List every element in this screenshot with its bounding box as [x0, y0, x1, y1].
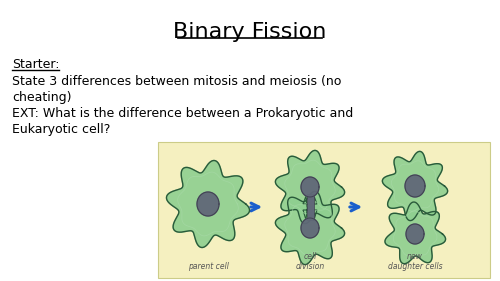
Polygon shape — [385, 202, 446, 264]
Polygon shape — [301, 177, 319, 197]
Text: Eukaryotic cell?: Eukaryotic cell? — [12, 123, 110, 136]
Polygon shape — [406, 224, 424, 244]
Polygon shape — [405, 175, 425, 197]
Polygon shape — [276, 191, 344, 265]
Text: EXT: What is the difference between a Prokaryotic and: EXT: What is the difference between a Pr… — [12, 107, 353, 120]
Polygon shape — [197, 192, 219, 216]
Polygon shape — [303, 196, 317, 220]
Polygon shape — [166, 160, 250, 248]
Polygon shape — [276, 150, 344, 224]
Text: new
daughter cells: new daughter cells — [388, 251, 442, 271]
Text: cell
division: cell division — [296, 251, 324, 271]
Polygon shape — [303, 207, 317, 208]
Polygon shape — [301, 218, 319, 238]
Text: cheating): cheating) — [12, 91, 72, 104]
Bar — [158, 142, 490, 278]
Text: parent cell: parent cell — [188, 262, 228, 271]
Polygon shape — [306, 194, 314, 220]
Text: State 3 differences between mitosis and meiosis (no: State 3 differences between mitosis and … — [12, 75, 342, 88]
Text: Binary Fission: Binary Fission — [174, 22, 326, 42]
Text: Starter:: Starter: — [12, 58, 60, 71]
Polygon shape — [382, 151, 448, 221]
